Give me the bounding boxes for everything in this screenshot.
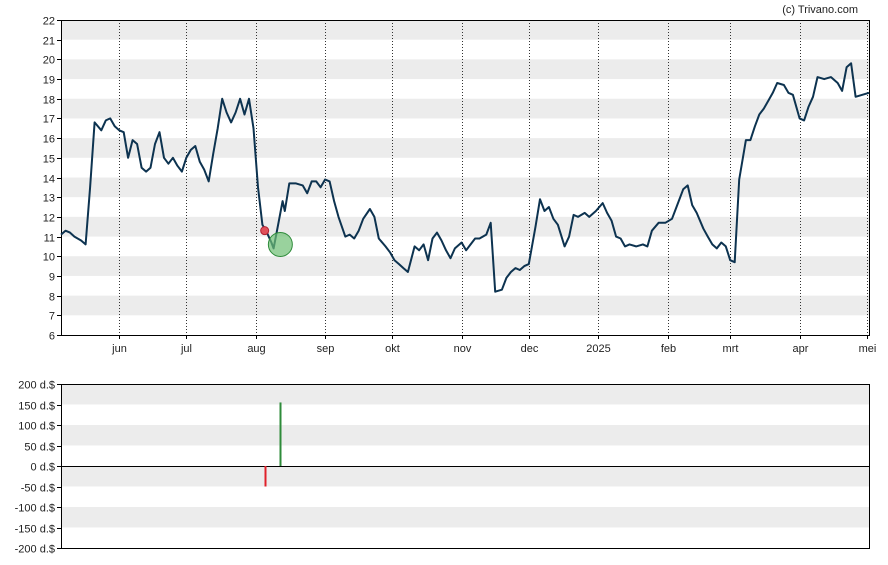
trade-band: [61, 384, 869, 405]
x-tick-label: jul: [180, 343, 192, 355]
trade-y-tick-label: -50 d.$: [21, 483, 55, 495]
trade-y-tick-label: -150 d.$: [15, 524, 55, 536]
x-tick-label: jun: [111, 343, 127, 355]
x-tick-label: mei: [859, 343, 877, 355]
x-tick-label: 2025: [586, 343, 610, 355]
y-tick-label: 11: [44, 233, 55, 245]
x-tick-label: aug: [247, 343, 265, 355]
sell-marker: [260, 226, 270, 236]
y-tick-label: 21: [43, 36, 55, 48]
y-tick-label: 10: [43, 252, 55, 264]
price-band: [61, 295, 869, 316]
x-tick-label: feb: [661, 343, 676, 355]
price-plot-frame: [61, 20, 870, 336]
price-band: [61, 98, 869, 119]
price-line: [60, 62, 870, 293]
trade-y-tick-label: -100 d.$: [15, 503, 55, 515]
y-tick-label: 22: [43, 16, 55, 28]
price-band: [61, 59, 869, 80]
trade-grid-bands: [61, 384, 869, 528]
price-band: [61, 20, 869, 40]
y-tick-label: 20: [43, 55, 55, 67]
y-tick-label: 17: [43, 114, 55, 126]
y-tick-label: 7: [49, 311, 55, 323]
y-tick-label: 8: [49, 292, 55, 304]
y-tick-label: 12: [43, 213, 55, 225]
x-tick-label: apr: [793, 343, 809, 355]
trade-y-axis: -200 d.$ -150 d.$ -100 d.$ -50 d.$ 0 d.$ 50 d…: [15, 380, 870, 556]
x-tick-label: dec: [521, 343, 539, 355]
trade-y-tick-label: 0 d.$: [31, 462, 55, 474]
y-tick-label: 18: [43, 95, 55, 107]
y-tick-label: 19: [43, 75, 55, 87]
copyright-text: (c) Trivano.com: [782, 4, 858, 16]
x-tick-label: mrt: [723, 343, 739, 355]
y-tick-label: 13: [43, 193, 55, 205]
trade-band: [61, 425, 869, 446]
y-tick-label: 15: [43, 154, 55, 166]
trade-y-tick-label: -200 d.$: [15, 544, 55, 556]
y-tick-label: 14: [43, 174, 55, 186]
trade-band: [61, 466, 869, 487]
y-tick-label: 6: [49, 331, 55, 343]
y-tick-label: 9: [49, 272, 55, 284]
buy-marker: [267, 231, 293, 257]
price-band: [61, 256, 869, 276]
price-band: [61, 216, 869, 237]
trade-bars: [264, 402, 282, 487]
y-tick-label: 16: [43, 134, 55, 146]
price-x-axis: jun jul aug sep okt nov dec 2025 feb mrt apr mei: [111, 335, 876, 355]
x-tick-label: nov: [454, 343, 472, 355]
trade-band: [61, 507, 869, 528]
price-series: [60, 62, 870, 293]
x-tick-label: sep: [317, 343, 335, 355]
trade-markers: [260, 226, 293, 257]
trade-y-tick-label: 100 d.$: [18, 421, 55, 433]
price-band: [61, 138, 869, 158]
trade-y-tick-label: 200 d.$: [18, 380, 55, 392]
trade-y-tick-label: 150 d.$: [18, 401, 55, 413]
price-y-axis: 6 7 8 9 10 11 12 13 14 15 16 17 18 19 20 21 22: [43, 16, 870, 343]
trade-y-tick-label: 50 d.$: [24, 442, 55, 454]
x-tick-label: okt: [385, 343, 400, 355]
price-band: [61, 177, 869, 198]
